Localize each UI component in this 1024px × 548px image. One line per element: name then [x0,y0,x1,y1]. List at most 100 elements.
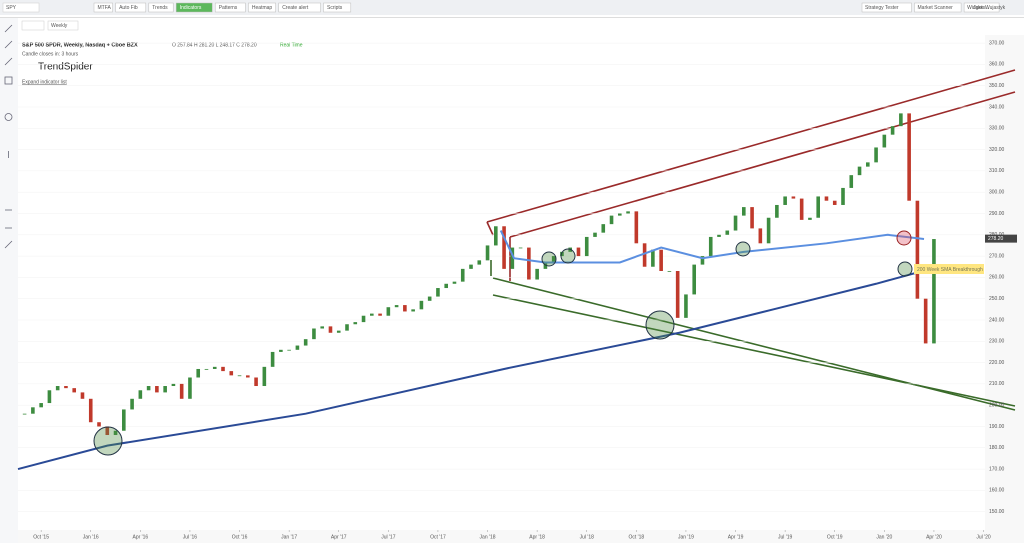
candle [758,228,763,244]
x-tick-label: Jan '19 [678,534,694,540]
candle [626,211,630,214]
candle [171,383,176,387]
x-tick-label: Oct '19 [827,534,843,540]
candle [642,243,647,267]
toolbar-button[interactable] [175,2,213,13]
candle [39,403,43,408]
candle [320,326,325,329]
toolbar-button[interactable] [963,2,1000,13]
candle [518,247,523,249]
last-price-tag [985,234,1017,243]
left-tools [0,18,18,543]
time-axis [18,530,1024,543]
y-tick-label: 350.00 [989,83,1005,89]
candle [403,305,407,312]
candle [279,349,283,352]
candle [708,236,713,257]
y-tick-label: 230.00 [989,339,1005,345]
candle [791,196,796,199]
y-tick-label: 290.00 [989,211,1005,217]
candle [130,398,134,410]
candle [303,339,308,346]
chart-type[interactable] [21,20,45,31]
logo: TrendSpider [38,62,93,73]
candle [634,211,639,244]
candle [80,392,85,399]
candle [584,236,589,257]
candle [857,166,862,176]
candle [97,422,101,427]
candle [725,230,730,235]
toolbar-button[interactable] [93,2,113,13]
candle [808,217,812,220]
toolbar-button-label: Auto Fib [119,5,138,11]
toolbar-button[interactable] [914,2,962,13]
candle [469,264,473,269]
candle [849,175,854,188]
candle [799,198,804,220]
candle [841,187,845,205]
candle [700,256,705,265]
x-tick-label: Jul '20 [976,534,991,540]
candle [576,247,581,257]
candle [444,283,449,289]
chart-title: S&P 500 SPDR, Weekly, Nasdaq + Cboe BZX [22,42,138,48]
candle [105,426,110,436]
candle [890,126,895,135]
toolbar-button[interactable] [115,2,147,13]
toolbar-button-label: Patterns [219,5,238,11]
expand-link[interactable]: Expand indicator list [22,79,67,85]
candle [138,390,143,399]
candle [155,386,159,393]
y-tick-label: 170.00 [989,466,1005,472]
plot: 370.00 360.00 350.00 340.00 330.00 320.00 310.… [17,40,1017,540]
candle [932,239,936,344]
candle [527,247,531,280]
toolbar-button-label: Indicators [180,5,202,11]
toolbar-button[interactable] [214,2,246,13]
toolbar-button[interactable] [323,2,352,13]
symbol: SPY [6,5,17,11]
candle [460,268,465,282]
candle [47,390,52,404]
candle [427,296,432,301]
candle [55,386,60,391]
candle [923,298,928,344]
y-tick-label: 310.00 [989,168,1005,174]
symbol-box[interactable] [2,2,40,13]
candle [378,313,382,316]
candle [675,270,680,318]
candle [31,407,35,414]
candle [494,226,498,246]
interval: Weekly [51,23,68,29]
candle [832,200,837,205]
y-tick-label: 330.00 [989,126,1005,132]
candle [659,249,663,271]
candle [72,388,77,393]
candle [188,377,192,399]
candle [551,256,556,263]
candle [502,226,506,269]
candle [750,207,754,229]
toolbar-button[interactable] [278,2,321,13]
toolbar-button[interactable] [248,2,276,13]
toolbar-button-label: Strategy Tester [865,5,899,11]
ohlc: O 257.84 H 281.20 L 248.17 C 278.20 [172,42,257,48]
candle [204,368,209,370]
candle [328,326,333,333]
candle [386,307,391,316]
x-tick-label: Oct '17 [430,534,446,540]
sma-line [499,230,925,264]
candle [287,349,291,351]
candle [237,375,242,377]
candle [370,313,374,316]
candle [353,322,358,325]
candle [651,249,655,267]
toolbar-button[interactable] [148,2,174,13]
candle [535,268,539,280]
candle [766,217,771,244]
toolbar-button[interactable] [861,2,912,13]
y-tick-label: 260.00 [989,275,1005,281]
candle [485,245,490,261]
interval-box[interactable] [47,20,79,31]
